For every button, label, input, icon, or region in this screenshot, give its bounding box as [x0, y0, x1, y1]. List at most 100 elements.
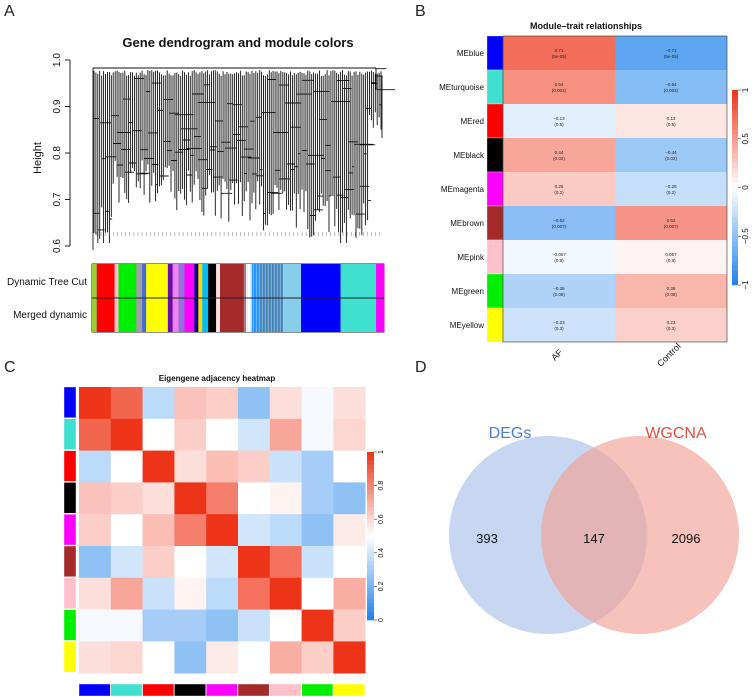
- row-label-dynamic-tree-cut: Dynamic Tree Cut: [7, 277, 87, 288]
- trait-cell: [615, 274, 727, 308]
- adjacency-legend-swatch: [367, 544, 374, 549]
- adjacency-cell: [79, 546, 112, 579]
- trait-cell: [615, 138, 727, 172]
- adjacency-cell: [333, 609, 366, 642]
- trait-legend-swatch: [732, 109, 738, 115]
- adjacency-cell: [174, 450, 207, 483]
- adjacency-row-color: [63, 418, 77, 450]
- trait-legend-swatch: [732, 275, 738, 281]
- adjacency-cell: [238, 450, 271, 483]
- trait-module-color: [486, 273, 504, 309]
- adjacency-legend-swatch: [367, 494, 374, 499]
- panel-d-label: D: [415, 359, 427, 376]
- adjacency-cell: [110, 387, 143, 420]
- trait-row-label: MEturquoise: [439, 83, 484, 92]
- trait-module-color: [486, 307, 504, 343]
- trait-legend-swatch: [732, 187, 738, 193]
- trait-cell-pvalue: (0.8): [554, 258, 564, 263]
- adjacency-legend-swatch: [367, 498, 374, 503]
- adjacency-cell: [174, 609, 207, 642]
- adjacency-legend-label: 0.8: [378, 481, 385, 491]
- adjacency-cell: [206, 418, 239, 451]
- adjacency-cell: [238, 641, 271, 674]
- trait-cell: [615, 36, 727, 70]
- adjacency-cell: [174, 482, 207, 515]
- trait-legend-swatch: [732, 231, 738, 237]
- adjacency-cell: [110, 418, 143, 451]
- trait-cell-pvalue: (0.3): [554, 326, 564, 331]
- trait-heatmap: MEblue 0.71(5e-05)−0.71(5e-05)MEturquoise…: [439, 35, 727, 343]
- adjacency-legend-swatch: [367, 607, 374, 612]
- adjacency-col-color: [110, 683, 143, 697]
- adjacency-cell: [333, 546, 366, 579]
- adjacency-cell: [238, 609, 271, 642]
- dendrogram: [92, 67, 396, 250]
- trait-cell-corr: 0.23: [667, 320, 676, 325]
- adjacency-row-color: [63, 609, 77, 641]
- trait-cell-pvalue: (0.5): [666, 122, 676, 127]
- adjacency-col-color: [333, 683, 365, 697]
- adjacency-cell: [142, 418, 175, 451]
- adjacency-legend-swatch: [367, 578, 374, 583]
- trait-legend-swatch: [732, 119, 738, 125]
- panel-a: A Gene dendrogram and module colors Heig…: [4, 3, 396, 333]
- adjacency-cell: [269, 609, 302, 642]
- adjacency-legend-swatch: [367, 615, 374, 621]
- trait-legend-label: 0.5: [741, 133, 750, 145]
- trait-legend-swatch: [732, 226, 738, 232]
- trait-cell: [503, 104, 615, 138]
- trait-legend-swatch: [732, 90, 738, 96]
- trait-legend-label: 1: [741, 87, 750, 92]
- adjacency-legend-swatch: [367, 477, 374, 482]
- trait-legend-swatch: [732, 133, 738, 140]
- trait-columns: AF Control: [549, 341, 682, 369]
- adjacency-cell: [206, 514, 239, 547]
- adjacency-cell: [269, 418, 302, 451]
- adjacency-cell: [269, 482, 302, 515]
- adjacency-cell: [110, 641, 143, 674]
- adjacency-cell: [110, 609, 143, 642]
- trait-legend-swatch: [732, 265, 738, 271]
- adjacency-cell: [238, 514, 271, 547]
- adjacency-legend-swatch: [367, 573, 374, 579]
- trait-cell-pvalue: (5e-05): [664, 54, 679, 59]
- adjacency-cell: [238, 418, 271, 451]
- trait-module-color: [486, 35, 504, 71]
- adjacency-cell: [333, 387, 366, 420]
- adjacency-col-color: [301, 683, 334, 697]
- adjacency-cell: [333, 514, 366, 547]
- adjacency-col-color: [205, 683, 238, 697]
- panel-b: B Module–trait relationships MEblue 0.71(…: [415, 3, 750, 369]
- adjacency-cell: [206, 482, 239, 515]
- adjacency-cell: [174, 387, 207, 420]
- adjacency-legend-swatch: [367, 565, 374, 570]
- adjacency-legend-label: 1: [378, 450, 385, 454]
- trait-row-label: MEbrown: [450, 219, 484, 228]
- trait-legend-swatch: [732, 99, 738, 105]
- adjacency-cell: [142, 450, 175, 483]
- panel-c: C Eigengene adjacency heatmap 1 0.8 0.6 0.4…: [4, 359, 385, 697]
- adjacency-cell: [142, 387, 175, 420]
- adjacency-cell: [301, 418, 334, 451]
- adjacency-legend-label: 0: [378, 618, 385, 622]
- trait-legend-swatch: [732, 241, 738, 247]
- adjacency-cell: [333, 641, 366, 674]
- adjacency-cell: [333, 482, 366, 515]
- adjacency-cell: [269, 546, 302, 579]
- adjacency-cell: [79, 387, 112, 420]
- trait-cell-pvalue: (0.007): [664, 224, 679, 229]
- trait-cell-corr: −0.23: [553, 320, 565, 325]
- adjacency-cell: [301, 482, 334, 515]
- adjacency-legend-swatch: [367, 485, 374, 491]
- trait-legend-swatch: [732, 124, 738, 130]
- trait-legend-swatch: [732, 246, 738, 252]
- adjacency-cell: [269, 514, 302, 547]
- panel-a-ytick-label: 0.9: [52, 99, 63, 113]
- trait-cell-corr: −0.52: [553, 218, 565, 223]
- trait-cell: [503, 308, 615, 342]
- adjacency-cell: [79, 514, 112, 547]
- adjacency-legend-swatch: [367, 561, 374, 566]
- trait-cell-corr: 0.52: [667, 218, 676, 223]
- adjacency-cell: [142, 641, 175, 674]
- trait-cell-corr: 0.057: [665, 252, 677, 257]
